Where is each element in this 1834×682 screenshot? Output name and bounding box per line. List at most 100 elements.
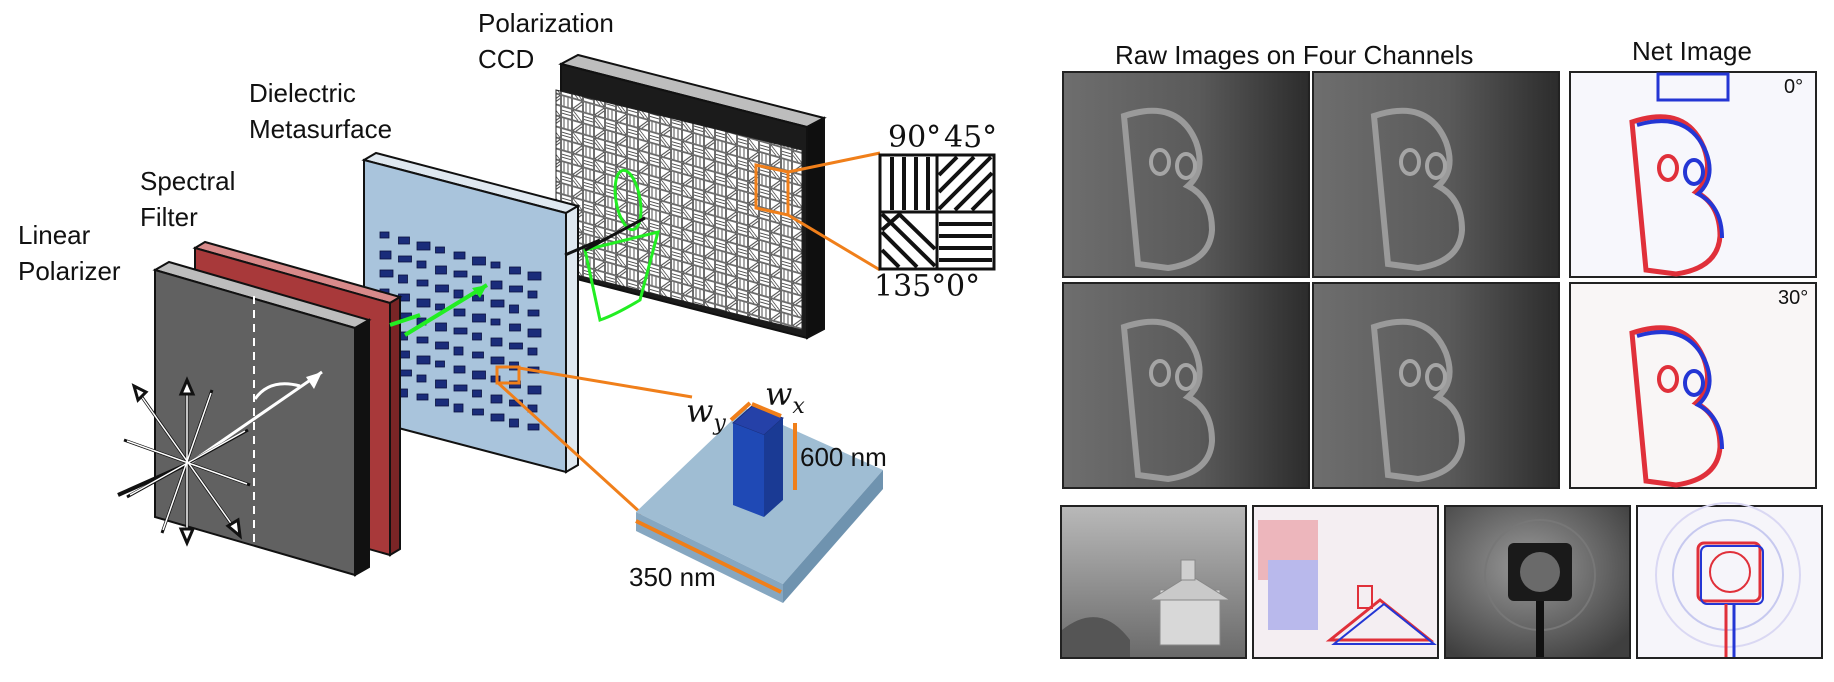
nanopillar [472,370,486,380]
nanopillar [416,260,427,269]
unpolarized-star-arrows-icon [117,376,251,547]
nanopillar [435,246,445,254]
raw-images-title: Raw Images on Four Channels [1115,40,1473,70]
nanopillar [472,389,482,398]
net-angle-30: 30° [1778,287,1808,309]
nanopillar [490,261,501,269]
rotated-polarization-arrow-icon [189,370,323,465]
angle-label-45: 45° [944,120,997,155]
nanopillar [472,275,482,284]
raw-image-tile [1062,282,1310,489]
nanopillar [416,336,429,344]
net-angle-0: 0° [1784,76,1803,98]
net-image-column: 0° 30° [1569,71,1817,489]
nanopillar [490,280,503,290]
nanopillar [490,299,505,308]
nanopillar [453,251,466,260]
nanopillar [416,374,427,383]
nanopillar [435,341,449,350]
mount-net-tile [1636,502,1823,659]
label-filter-line2: Filter [140,202,198,232]
nanopillar [472,294,484,302]
component-labels: Polarization CCD Dielectric Metasurface … [18,8,614,286]
nanopillar [453,308,466,317]
nanopillar [435,284,449,293]
nanopillar [435,398,449,407]
mount-raw-tile [1444,505,1631,659]
label-metasurface-line1: Dielectric [249,78,356,108]
nanopillar [435,360,445,368]
nanopillar [453,327,468,335]
nanopillar [490,394,503,404]
polarization-ccd [555,53,827,340]
ccd-pixel-zoom: 90° 45° 135° 0° [754,120,997,304]
nanopillar [472,351,484,359]
nanopillar [398,274,408,284]
nanopillar [527,309,540,317]
nanopillar [379,269,394,278]
nanopillar [490,356,505,365]
raw-image-tile [1312,71,1560,278]
campus-net-tile [1252,505,1439,659]
nanopillar [472,256,486,266]
nanopillar [398,255,412,263]
nanopillar [416,279,429,287]
nanopillar [453,384,468,392]
bottom-image-row [1060,502,1823,659]
net-image-tile: 0° [1569,71,1817,278]
nanopillar [416,298,431,308]
nanopillar [490,337,503,347]
nanopillar [435,379,447,389]
label-polarizer-line2: Polarizer [18,256,121,286]
nanopillar [509,285,523,293]
nanopillar [379,231,390,239]
nanopillar [490,413,505,422]
nanopillar [453,365,466,374]
label-metasurface-line2: Metasurface [249,114,392,144]
label-polarizer-line1: Linear [18,220,91,250]
nanopillar [435,303,445,311]
nanopillar [416,393,429,401]
nanopillar [472,408,484,416]
nanopillar [509,418,519,428]
nanopillar [527,423,540,431]
nanopillar [435,265,447,275]
nanopillar [398,236,410,245]
nanopillar [527,385,542,395]
label-cell-size: 350 nm [629,562,716,592]
label-width-y: wy [686,392,726,436]
angle-label-90: 90° [888,120,941,155]
nanopillar [527,290,538,299]
nanopillar [509,304,519,314]
raw-image-tile [1312,282,1560,489]
nanopillar [490,318,501,326]
nanopillar [453,346,464,356]
net-image-title: Net Image [1632,36,1752,66]
nanopillar [453,289,464,299]
nanopillar [472,332,482,341]
label-pillar-height: 600 nm [800,442,887,472]
nanopillar [527,271,542,281]
nanopillar [527,328,542,338]
nanopillar [527,347,538,356]
nanopillar [379,250,392,260]
raw-image-tile [1062,71,1310,278]
angle-label-0: 0° [946,269,980,304]
label-ccd-line2: CCD [478,44,534,74]
nanopillar [416,241,431,251]
nanopillar [416,355,431,365]
campus-raw-tile [1060,505,1247,659]
nanopillar [509,323,521,332]
nanopillar [453,270,468,278]
label-width-x: wx [765,375,805,419]
nanopillar [509,342,523,350]
nanopillar [472,313,486,323]
linear-polarizer [152,260,372,577]
label-ccd-line1: Polarization [478,8,614,38]
net-image-tile: 30° [1569,282,1817,489]
raw-image-grid [1062,71,1560,489]
label-filter-line1: Spectral [140,166,235,196]
angle-label-135: 135° [874,269,946,304]
nanopillar [435,322,447,332]
